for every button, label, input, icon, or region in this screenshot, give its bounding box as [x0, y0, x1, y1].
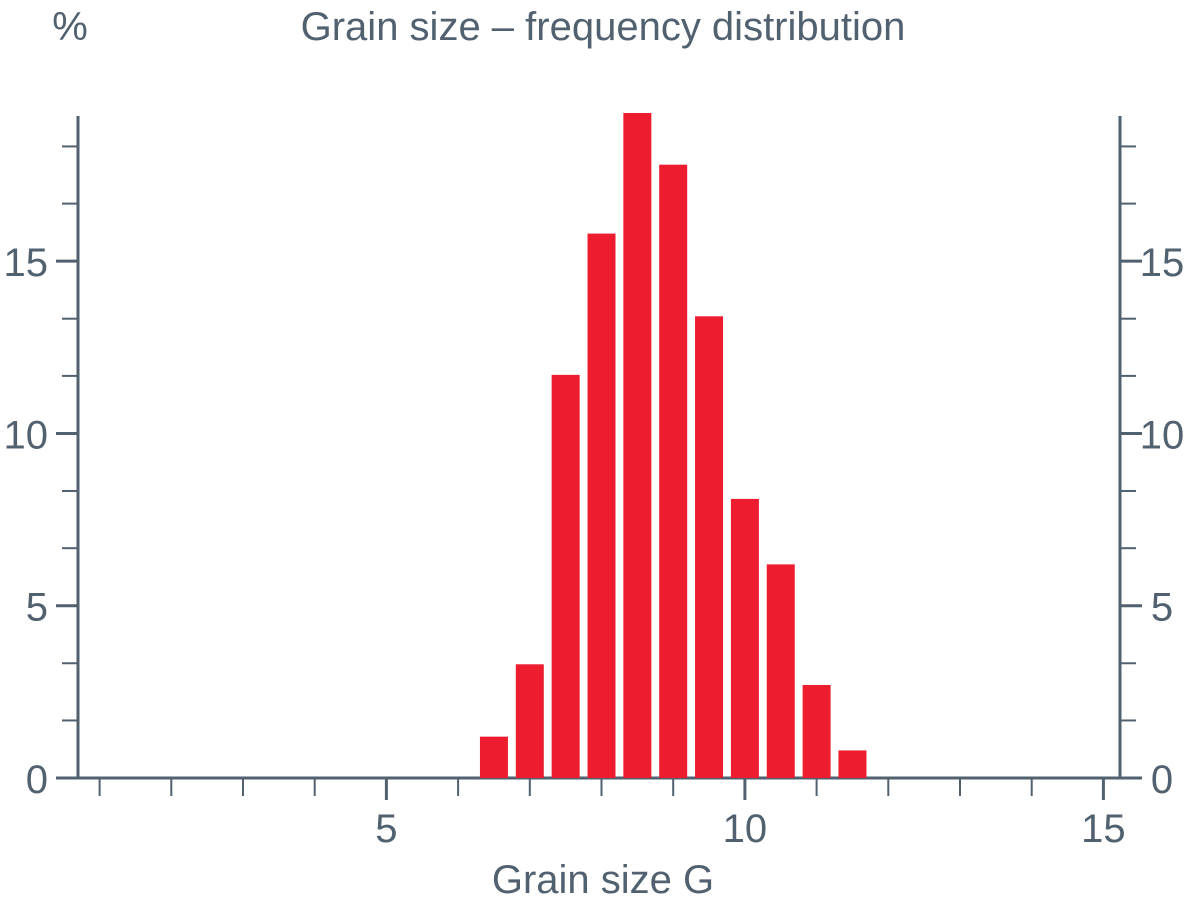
chart-title: Grain size – frequency distribution: [301, 5, 906, 49]
bar: [659, 164, 688, 778]
right-y-tick-label: 5: [1151, 586, 1173, 630]
right-y-tick-label: 15: [1140, 241, 1185, 285]
left-y-tick-label: 0: [26, 758, 48, 802]
x-tick-label: 10: [723, 807, 768, 851]
left-y-tick-label: 5: [26, 586, 48, 630]
x-tick-label: 15: [1081, 807, 1126, 851]
bar: [515, 664, 544, 778]
x-tick-label: 5: [375, 807, 397, 851]
y-axis-unit-label: %: [52, 5, 88, 49]
bar: [479, 736, 508, 778]
bar: [587, 233, 616, 779]
right-y-tick-label: 0: [1151, 758, 1173, 802]
ticks-group: 5 10 15 0 0 5 5 10 10 15 15: [4, 145, 1185, 851]
right-y-tick-label: 10: [1140, 413, 1185, 457]
bar: [551, 374, 580, 778]
bar: [766, 564, 795, 778]
bar: [838, 750, 867, 778]
bars-group: [479, 113, 867, 779]
bar: [623, 113, 652, 778]
bar: [730, 498, 759, 778]
left-y-tick-label: 10: [4, 413, 49, 457]
bar: [695, 316, 724, 778]
left-y-tick-label: 15: [4, 241, 49, 285]
x-axis-label: Grain size G: [492, 858, 714, 902]
bar: [802, 684, 831, 778]
